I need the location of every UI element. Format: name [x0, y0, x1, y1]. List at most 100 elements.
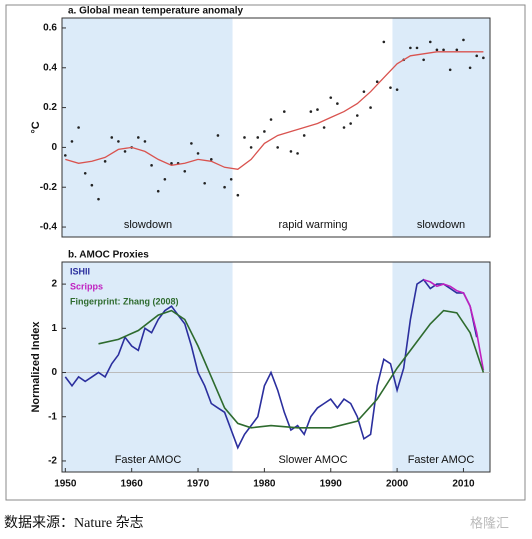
shaded-region	[62, 262, 233, 472]
annotation: Slower AMOC	[278, 454, 347, 466]
shaded-region	[392, 262, 490, 472]
panel-title: b. AMOC Proxies	[68, 250, 149, 261]
data-point	[170, 162, 173, 165]
x-tick-label: 1950	[54, 479, 77, 490]
series-line	[98, 309, 485, 429]
legend-label: ISHII	[70, 266, 90, 276]
data-point	[309, 110, 313, 113]
data-point	[229, 177, 233, 181]
y-tick-label: -2	[48, 456, 57, 467]
data-point	[375, 80, 379, 84]
data-point	[276, 146, 279, 149]
data-point	[150, 164, 153, 167]
watermark: 格隆汇	[470, 515, 509, 530]
data-point	[110, 136, 114, 139]
x-tick-label: 1970	[187, 479, 210, 490]
frame	[5, 4, 526, 501]
x-tick-label: 2010	[452, 479, 475, 490]
data-point	[389, 86, 392, 89]
data-point	[296, 152, 299, 155]
shaded-region	[392, 18, 490, 237]
data-point	[415, 46, 419, 50]
data-point	[422, 58, 425, 62]
panel-title: a. Global mean temperature anomaly	[68, 6, 243, 17]
shaded-region	[62, 18, 233, 237]
data-point	[369, 106, 372, 109]
data-point	[468, 66, 472, 70]
data-point	[203, 181, 206, 185]
annotation: Faster AMOC	[408, 454, 475, 466]
data-point	[482, 56, 485, 60]
data-point	[442, 48, 445, 52]
data-point	[329, 96, 333, 99]
y-tick-label: -1	[48, 411, 57, 422]
data-point	[64, 154, 67, 157]
data-point	[382, 40, 386, 44]
plot-frame	[61, 17, 491, 238]
data-point	[263, 130, 266, 133]
y-tick-label: 0	[51, 367, 57, 378]
data-point	[183, 170, 187, 173]
y-tick-label: 1	[51, 323, 57, 334]
x-tick-label: 2000	[386, 479, 409, 490]
plot-frame	[61, 261, 491, 473]
data-point	[282, 110, 286, 113]
y-axis-label: °C	[30, 121, 42, 133]
data-point	[117, 140, 120, 143]
data-point	[475, 54, 479, 58]
data-point	[342, 126, 346, 129]
footer: 数据来源：Nature 杂志	[4, 515, 144, 531]
data-point	[143, 140, 147, 143]
y-tick-label: -0.4	[40, 222, 58, 233]
series-line	[64, 278, 478, 450]
data-point	[163, 177, 167, 181]
data-point	[455, 48, 459, 52]
x-tick-label: 1990	[320, 479, 343, 490]
data-point	[435, 48, 439, 52]
data-point	[196, 152, 200, 155]
x-tick-label: 1960	[121, 479, 144, 490]
data-point	[395, 88, 399, 91]
data-point	[355, 114, 359, 117]
annotation: rapid warming	[278, 219, 347, 231]
data-point	[236, 193, 240, 197]
data-point	[448, 68, 452, 72]
annotation: slowdown	[417, 219, 465, 231]
annotation: slowdown	[124, 219, 172, 231]
legend-label: Fingerprint: Zhang (2008)	[70, 296, 179, 306]
data-point	[137, 136, 140, 139]
data-point	[223, 185, 226, 189]
data-point	[336, 102, 339, 105]
annotation: Faster AMOC	[115, 454, 182, 466]
y-axis-label: Normalized Index	[30, 321, 42, 413]
data-point	[362, 90, 366, 93]
data-point	[409, 46, 412, 50]
data-point	[462, 38, 465, 42]
data-point	[210, 158, 213, 161]
data-point	[322, 126, 326, 129]
series-line	[65, 51, 484, 170]
data-point	[289, 150, 293, 153]
data-point	[428, 40, 432, 44]
legend-label: Scripps	[70, 281, 103, 291]
data-point	[90, 183, 94, 187]
data-point	[156, 189, 160, 193]
series-line	[423, 278, 485, 371]
data-point	[97, 197, 100, 201]
data-point	[302, 134, 306, 137]
x-tick-label: 1980	[253, 479, 276, 490]
y-tick-label: 0	[51, 142, 57, 153]
data-point	[249, 146, 253, 149]
y-tick-label: 2	[51, 279, 57, 290]
data-point	[316, 108, 319, 111]
data-point	[269, 118, 273, 121]
y-tick-label: 0.6	[43, 23, 57, 34]
data-point	[190, 142, 193, 145]
y-tick-label: -0.2	[40, 182, 58, 193]
data-point	[243, 136, 246, 139]
data-point	[216, 134, 220, 137]
data-point	[83, 171, 87, 175]
data-point	[77, 126, 80, 129]
data-point	[256, 136, 260, 139]
